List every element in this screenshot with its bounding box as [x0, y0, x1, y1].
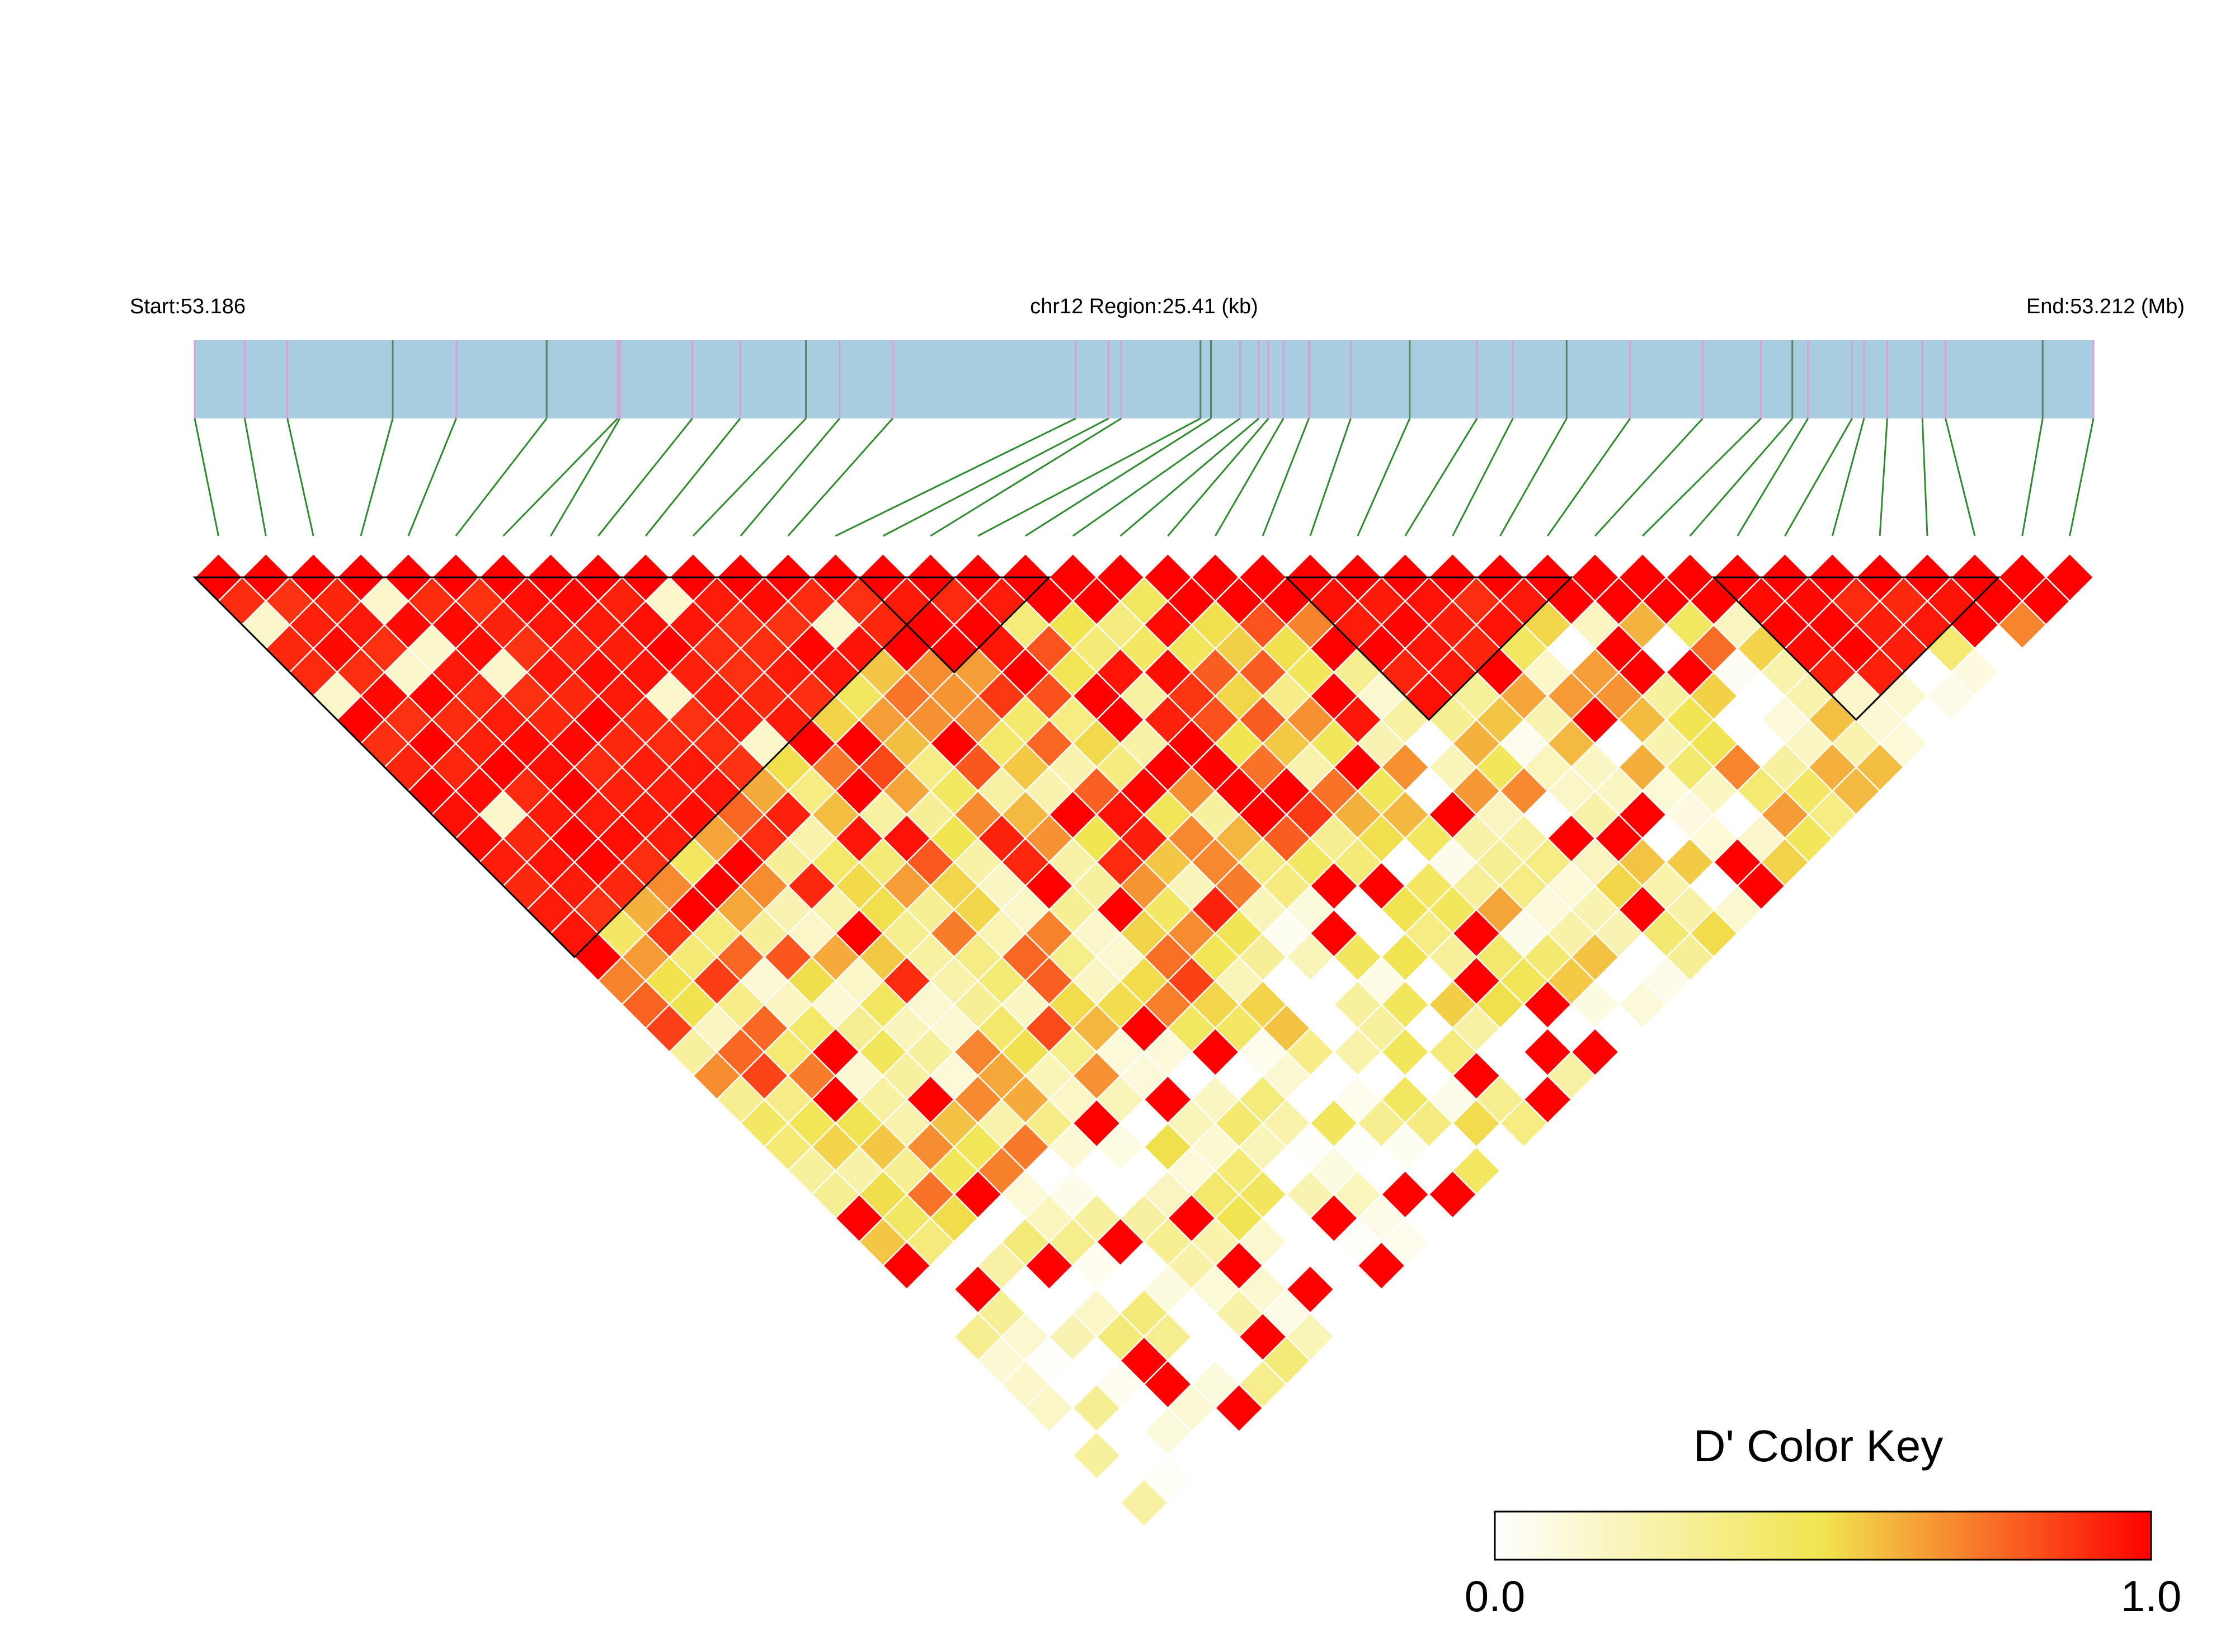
- ld-snp-cap: [1238, 552, 1288, 603]
- snp-connector-line: [1594, 417, 1704, 537]
- snp-connector-line: [1831, 418, 1865, 536]
- dprime-cells: [194, 552, 2095, 1528]
- snp-connector-line: [2021, 418, 2044, 536]
- color-key-gradient-bar: [1494, 1510, 2152, 1561]
- snp-connector-line: [1641, 417, 1762, 537]
- color-key: D' Color Key 0.0 1.0: [1465, 1421, 2181, 1621]
- haplotype-block-outline: [1284, 576, 1574, 721]
- snp-connector-line: [1945, 418, 1976, 536]
- snp-connector-line: [1119, 417, 1259, 537]
- ld-snp-cap: [1570, 552, 1620, 603]
- snp-connector-line: [930, 417, 1122, 537]
- haplotype-blocks: [192, 576, 2001, 958]
- snp-connector-line: [360, 418, 394, 536]
- snp-connector-line: [1499, 418, 1568, 536]
- snp-connector-line: [1404, 418, 1478, 536]
- snp-connector-line: [1879, 418, 1888, 536]
- snp-connector-line: [1452, 418, 1514, 536]
- end-label: End:53.212 (Mb): [2026, 295, 2185, 318]
- snp-connector-line: [1072, 417, 1241, 537]
- snp-connector-line: [1546, 418, 1631, 536]
- ld-snp-cap: [1665, 552, 1715, 603]
- snp-connector-line: [977, 417, 1201, 537]
- snp-connector-lines: [194, 417, 2095, 537]
- snp-connector-line: [787, 418, 893, 536]
- chart-header: Start:53.186 chr12 Region:25.41 (kb) End…: [130, 295, 2185, 318]
- snp-connector-line: [2069, 418, 2095, 536]
- snp-connector-line: [1309, 418, 1352, 536]
- snp-connector-line: [502, 417, 619, 537]
- snp-connector-line: [1784, 418, 1853, 536]
- haplotype-block-outline: [857, 576, 1051, 674]
- color-key-max-label: 1.0: [2121, 1571, 2181, 1621]
- snp-connector-line: [1689, 418, 1793, 536]
- haplotype-block-outline: [192, 576, 957, 958]
- snp-position-band: [194, 340, 2095, 418]
- snp-connector-line: [550, 418, 621, 536]
- color-key-min-label: 0.0: [1465, 1571, 1525, 1621]
- haplotype-block-outline: [1711, 576, 2001, 721]
- ld-snp-cap: [1997, 552, 2047, 603]
- color-key-title: D' Color Key: [1693, 1421, 1944, 1471]
- snp-connector-line: [1921, 418, 1928, 536]
- start-label: Start:53.186: [130, 295, 246, 318]
- ld-snp-cap: [1095, 552, 1145, 603]
- snp-connector-line: [194, 418, 219, 536]
- snp-connector-line: [882, 417, 1109, 537]
- snp-connector-line: [1167, 418, 1269, 536]
- position-band-rect: [195, 340, 2093, 418]
- snp-connector-line: [1025, 417, 1212, 537]
- snp-connector-line: [692, 417, 807, 537]
- snp-connector-line: [1214, 418, 1284, 536]
- snp-connector-line: [1357, 418, 1411, 536]
- snp-connector-line: [644, 418, 741, 536]
- snp-connector-line: [1262, 418, 1310, 536]
- ld-snp-cap: [1048, 552, 1098, 603]
- snp-connector-line: [286, 418, 314, 536]
- snp-connector-line: [740, 418, 840, 536]
- snp-connector-line: [1737, 418, 1809, 536]
- snp-connector-line: [407, 418, 457, 536]
- ld-snp-cap: [2045, 552, 2095, 603]
- ld-snp-cap: [1191, 552, 1240, 603]
- ld-snp-cap: [1617, 552, 1668, 603]
- ld-snp-cap: [1143, 552, 1193, 603]
- region-label: chr12 Region:25.41 (kb): [1030, 295, 1258, 318]
- snp-connector-line: [597, 418, 693, 536]
- snp-connector-line: [835, 417, 1076, 537]
- snp-connector-line: [244, 418, 267, 536]
- snp-connector-line: [455, 418, 548, 536]
